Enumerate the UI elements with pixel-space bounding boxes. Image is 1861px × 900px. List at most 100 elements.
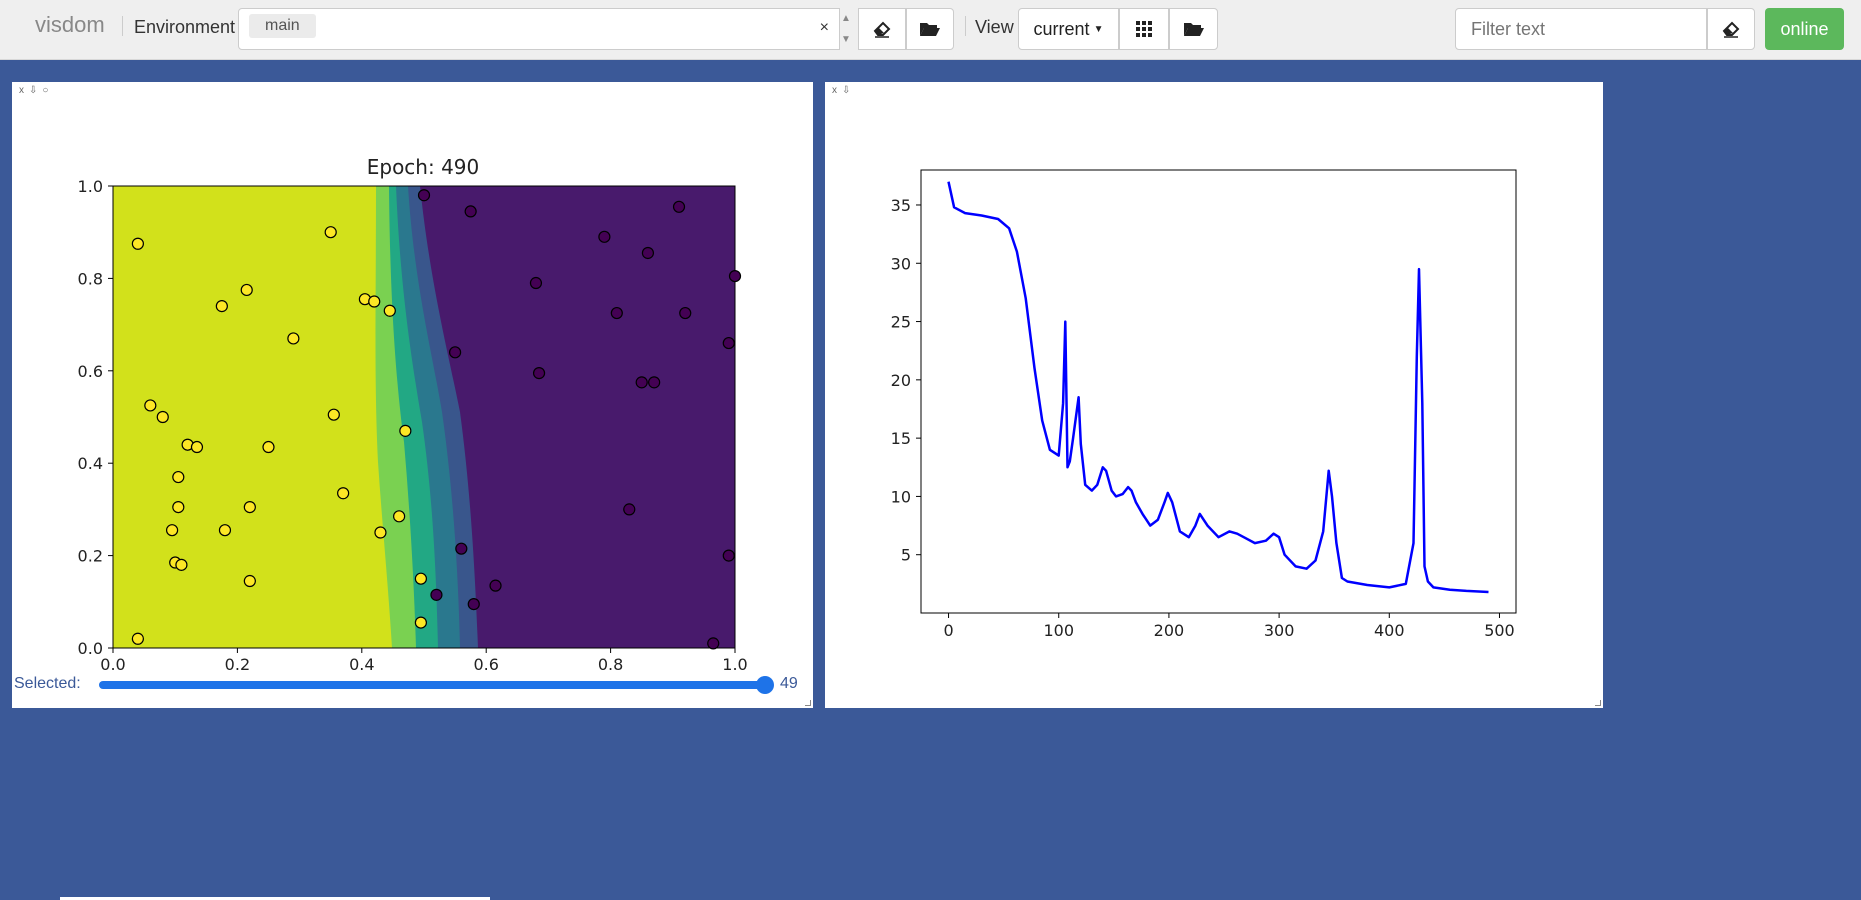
data-point [218, 524, 232, 537]
data-point [165, 524, 179, 537]
x-tick-label: 400 [1374, 621, 1405, 640]
data-point [430, 588, 443, 601]
pane-toolbar: x⇩ [832, 85, 855, 96]
reset-icon[interactable]: ○ [42, 85, 54, 96]
epoch-slider-track[interactable] [99, 681, 764, 689]
data-point [722, 336, 735, 350]
y-tick-label: 20 [891, 371, 911, 390]
data-point [467, 598, 480, 611]
data-point [641, 246, 655, 260]
close-icon[interactable]: x [832, 85, 842, 96]
folder-open-icon [920, 23, 940, 36]
data-point [722, 549, 735, 562]
environment-label: Environment [134, 17, 236, 37]
chart-title: Epoch: 490 [367, 155, 480, 179]
grid-icon [1136, 21, 1152, 37]
x-tick-label: 0.6 [473, 655, 498, 670]
data-point [144, 399, 157, 412]
data-point [679, 306, 692, 320]
manage-environments-button[interactable] [906, 8, 954, 50]
close-icon[interactable]: x [19, 85, 29, 96]
data-point [172, 500, 185, 514]
data-point [449, 346, 462, 359]
y-tick-label: 10 [891, 487, 911, 506]
x-tick-label: 300 [1264, 621, 1295, 640]
resize-handle[interactable] [1595, 700, 1601, 706]
clear-environment-button[interactable] [858, 8, 906, 50]
x-tick-label: 0.4 [349, 655, 374, 670]
x-tick-label: 0.0 [100, 655, 125, 670]
contour-regions [113, 186, 735, 648]
pane-toolbar: x⇩○ [19, 85, 53, 96]
x-tick-label: 1.0 [722, 655, 747, 670]
data-point [489, 579, 502, 592]
scatter-points [131, 189, 742, 650]
data-point [172, 470, 185, 484]
slider-value: 49 [780, 675, 798, 692]
data-point [215, 300, 228, 313]
brand-logo[interactable]: visdom [35, 12, 105, 37]
x-tick-label: 500 [1484, 621, 1515, 640]
resize-handle[interactable] [805, 700, 811, 706]
data-point [532, 367, 546, 380]
manage-views-button[interactable] [1169, 8, 1218, 50]
data-point [383, 304, 396, 317]
chevron-down-icon[interactable]: ▼ [841, 34, 851, 45]
data-point [464, 205, 477, 218]
repack-layout-button[interactable] [1119, 8, 1169, 50]
data-point [728, 269, 742, 283]
data-point [707, 637, 720, 650]
chart-axes: 0.0 0.2 0.4 0.6 0.8 1.0 0.0 0.2 0.4 0.6 0.8 1.0 [78, 177, 748, 670]
data-point [156, 410, 169, 424]
data-point [610, 306, 623, 320]
plot-pane-right: x⇩ 0 100 200 300 400 500 5 10 15 20 25 30 35 [825, 82, 1603, 708]
data-point [414, 616, 427, 629]
plot-pane-left: x⇩○ Epoch: 490 0.0 0.2 0.4 0.6 0.8 1.0 0.0 0.2 0… [12, 82, 813, 708]
data-point [399, 424, 412, 437]
slider-label: Selected: [14, 675, 81, 692]
epoch-slider-thumb[interactable] [756, 676, 774, 694]
y-tick-label: 25 [891, 313, 911, 332]
loss-series-line [947, 181, 1489, 594]
clear-filter-button[interactable] [1707, 8, 1755, 50]
data-point [623, 503, 636, 516]
data-point [598, 230, 611, 243]
connection-status-button[interactable]: online [1765, 8, 1844, 50]
filter-input[interactable] [1455, 8, 1707, 50]
data-point [374, 526, 387, 539]
view-select-value: current [1033, 18, 1090, 39]
bottom-scroll-indicator [60, 897, 490, 900]
view-label: View [975, 17, 1014, 37]
download-icon[interactable]: ⇩ [842, 85, 856, 96]
plot-frame [920, 169, 1517, 614]
environment-select[interactable]: main × [238, 8, 840, 50]
environment-tag[interactable]: main [249, 14, 316, 38]
x-tick-label: 0.2 [225, 655, 250, 670]
divider [122, 16, 123, 36]
data-point [327, 408, 340, 421]
data-point [262, 440, 275, 454]
chevron-up-icon[interactable]: ▲ [841, 13, 851, 24]
data-point [243, 574, 256, 588]
clear-environment-icon[interactable]: × [819, 19, 829, 36]
data-point [175, 558, 188, 571]
x-tick-label: 100 [1043, 621, 1074, 640]
x-tick-label: 0.8 [598, 655, 623, 670]
data-point [131, 632, 144, 645]
data-point [190, 440, 204, 454]
environment-scroll[interactable]: ▲ ▼ [836, 8, 856, 50]
data-point [455, 542, 468, 555]
data-point [417, 189, 431, 202]
y-tick-label: 30 [891, 254, 911, 273]
divider [965, 16, 966, 36]
data-point [635, 376, 648, 389]
x-tick-label: 0 [943, 621, 953, 640]
decision-boundary-chart: Epoch: 490 0.0 0.2 0.4 0.6 0.8 1.00.00.20.40.… [78, 155, 748, 670]
data-point [337, 487, 350, 500]
data-point [672, 200, 686, 213]
data-point [414, 572, 427, 585]
selection-slider-row: Selected: 49 [12, 670, 812, 700]
view-select[interactable]: current ▼ [1018, 8, 1119, 50]
y-tick-label: 35 [891, 196, 911, 215]
download-icon[interactable]: ⇩ [29, 85, 43, 96]
